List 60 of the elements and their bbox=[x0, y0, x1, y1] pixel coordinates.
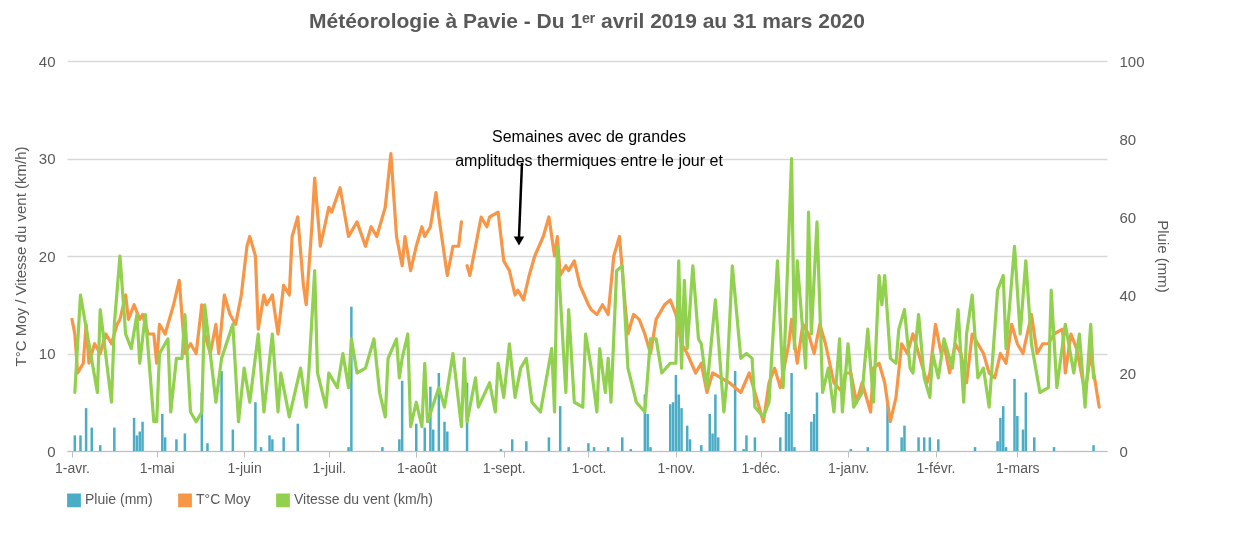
bar bbox=[141, 421, 144, 451]
bar bbox=[745, 435, 748, 451]
y-tick-label: 30 bbox=[38, 150, 56, 167]
x-tick-label: 1-sept. bbox=[482, 459, 526, 476]
x-tick-label: 1-mars bbox=[996, 459, 1040, 476]
bar bbox=[268, 435, 271, 451]
bar bbox=[621, 437, 624, 451]
bar bbox=[271, 439, 274, 451]
x-tick-label: 1-mai bbox=[139, 459, 175, 476]
y2-tick-label: 20 bbox=[1119, 364, 1137, 382]
legend-label: T°C Moy bbox=[196, 491, 251, 508]
bar bbox=[1092, 445, 1095, 451]
x-tick-label: 1-juil. bbox=[312, 459, 347, 476]
bar bbox=[381, 447, 384, 451]
bar bbox=[790, 373, 793, 451]
bar bbox=[175, 439, 178, 451]
x-tick-label: 1-oct. bbox=[571, 459, 607, 476]
bar bbox=[415, 423, 418, 451]
y-tick-label: 10 bbox=[38, 345, 56, 362]
y2-tick-label: 0 bbox=[1119, 442, 1128, 460]
y-tick-label: 40 bbox=[38, 52, 56, 70]
bar bbox=[161, 413, 164, 451]
bar bbox=[254, 402, 257, 451]
bar bbox=[700, 445, 703, 451]
bar bbox=[1013, 378, 1016, 451]
bar bbox=[423, 427, 426, 451]
bar bbox=[206, 443, 209, 451]
bar bbox=[587, 443, 590, 451]
y2-axis-title: Pluie (mm) bbox=[1154, 220, 1172, 293]
bar bbox=[567, 447, 570, 451]
bar bbox=[220, 371, 223, 451]
legend-label: Pluie (mm) bbox=[85, 491, 153, 508]
y-tick-label: 20 bbox=[38, 247, 56, 265]
bar bbox=[937, 439, 940, 451]
x-tick-label: 1-déc. bbox=[741, 459, 781, 476]
y2-tick-label: 40 bbox=[1119, 286, 1137, 304]
x-tick-label: 1-juin bbox=[227, 459, 262, 476]
chart-title: Météorologie à Pavie - Du 1ᵉʳ avril 2019 au 31 mars 2020 bbox=[309, 9, 865, 32]
bar bbox=[779, 437, 782, 451]
x-tick-label: 1-févr. bbox=[916, 459, 956, 476]
y2-tick-label: 60 bbox=[1119, 208, 1137, 226]
legend-label: Vitesse du vent (km/h) bbox=[294, 491, 434, 508]
bar bbox=[525, 441, 528, 451]
x-tick-label: 1-août bbox=[396, 459, 437, 476]
bar bbox=[113, 427, 116, 451]
y2-tick-label: 100 bbox=[1119, 52, 1145, 70]
bar bbox=[917, 437, 920, 451]
x-tick-label: 1-avr. bbox=[54, 459, 91, 476]
y-axis-title: T°C Moy / Vitesse du vent (km/h) bbox=[11, 146, 29, 367]
bar bbox=[282, 437, 285, 451]
y2-tick-label: 80 bbox=[1119, 130, 1137, 148]
x-tick-label: 1-janv. bbox=[828, 459, 870, 476]
bar bbox=[714, 394, 717, 451]
x-tick-label: 1-nov. bbox=[657, 459, 696, 476]
bar bbox=[79, 435, 82, 451]
bar bbox=[1033, 437, 1036, 451]
bar bbox=[443, 421, 446, 451]
y-tick-label: 0 bbox=[47, 442, 56, 460]
annotation: Semaines avec de grandes amplitudes thermiques entre le jour et bbox=[455, 128, 724, 169]
bar bbox=[903, 425, 906, 451]
